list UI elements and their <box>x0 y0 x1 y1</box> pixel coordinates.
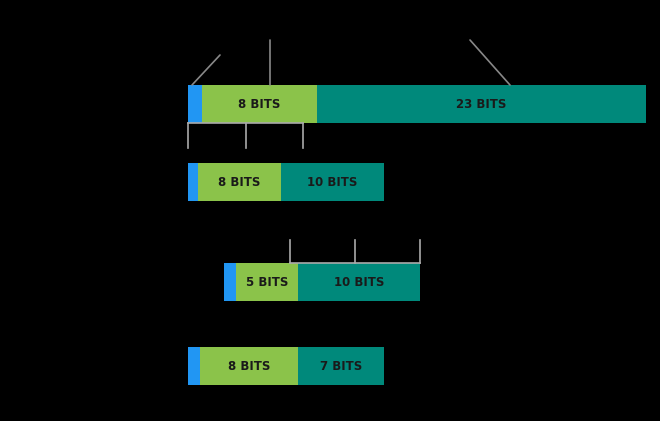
Text: 8 BITS: 8 BITS <box>228 360 271 373</box>
Bar <box>188 347 200 385</box>
Bar <box>298 263 420 301</box>
Bar <box>317 85 646 123</box>
Text: 7 BITS: 7 BITS <box>320 360 362 373</box>
Bar <box>281 163 384 201</box>
Bar <box>200 347 298 385</box>
Bar <box>236 263 298 301</box>
Bar <box>203 85 317 123</box>
Text: 10 BITS: 10 BITS <box>308 176 358 189</box>
Text: 23 BITS: 23 BITS <box>456 98 507 110</box>
Text: 8 BITS: 8 BITS <box>238 98 280 110</box>
Bar <box>224 263 236 301</box>
Bar <box>198 163 281 201</box>
Bar <box>188 85 203 123</box>
Text: 10 BITS: 10 BITS <box>333 275 384 288</box>
Bar <box>298 347 384 385</box>
Bar <box>188 163 198 201</box>
Text: 5 BITS: 5 BITS <box>246 275 288 288</box>
Text: 8 BITS: 8 BITS <box>218 176 261 189</box>
